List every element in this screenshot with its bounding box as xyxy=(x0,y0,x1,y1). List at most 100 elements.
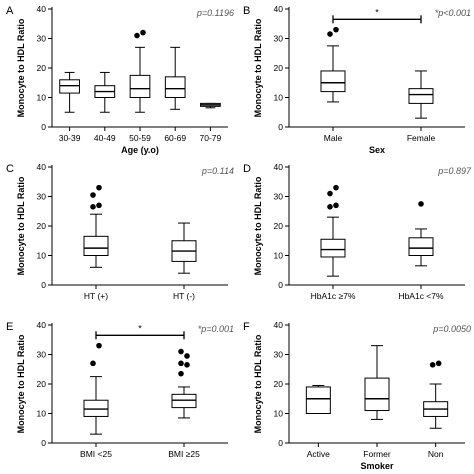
panel-letter: F xyxy=(243,321,250,333)
iqr-box xyxy=(305,386,331,414)
iqr-box xyxy=(408,88,434,104)
iqr-box xyxy=(171,393,197,409)
panel-b: B *p<0.001 0 10 20 30 40 Monocyte to HDL Ratio M… xyxy=(237,0,474,158)
y-tick-label: 0 xyxy=(41,280,46,290)
category-label: Active xyxy=(307,449,330,459)
p-value-label: p=0.1196 xyxy=(196,8,234,18)
y-tick-label: 20 xyxy=(37,221,47,231)
outlier-point xyxy=(418,201,424,207)
outlier-point xyxy=(178,370,184,377)
significance-star: * xyxy=(375,7,379,17)
iqr-box xyxy=(364,377,390,412)
panel-letter: C xyxy=(6,163,14,175)
iqr-box xyxy=(129,74,151,98)
outlier-point xyxy=(90,192,96,198)
panel-e-plot: E *p=0.001 0 10 20 30 40 Monocyte to HDL Ratio B… xyxy=(6,320,234,459)
outlier-point xyxy=(429,362,436,368)
y-tick-label: 40 xyxy=(274,162,284,172)
y-tick-label: 0 xyxy=(278,280,283,290)
category-label: 50-59 xyxy=(129,133,151,143)
y-tick-label: 30 xyxy=(274,192,284,202)
y-tick-label: 20 xyxy=(37,379,47,389)
outlier-point xyxy=(333,26,339,33)
category-label: HT (+) xyxy=(84,291,108,301)
y-tick-label: 20 xyxy=(37,63,47,73)
y-axis-title: Monocyte to HDL Ratio xyxy=(253,176,263,275)
iqr-box xyxy=(408,237,434,257)
category-label: 60-69 xyxy=(164,133,186,143)
y-tick-label: 30 xyxy=(37,350,47,360)
outlier-point xyxy=(96,202,102,209)
outlier-point xyxy=(435,360,442,367)
y-tick-label: 30 xyxy=(274,34,284,44)
y-tick-label: 30 xyxy=(37,34,47,44)
p-value-label: *p<0.001 xyxy=(435,8,471,18)
y-tick-label: 0 xyxy=(41,122,46,132)
outlier-point xyxy=(184,353,190,359)
p-value-label: p=0.0050 xyxy=(432,324,471,334)
iqr-box xyxy=(59,79,80,94)
panel-letter: B xyxy=(243,5,250,17)
y-tick-label: 10 xyxy=(37,409,47,419)
outlier-point xyxy=(333,202,339,209)
y-tick-label: 10 xyxy=(274,409,284,419)
significance-star: * xyxy=(138,323,142,333)
iqr-box xyxy=(83,235,109,256)
panel-e: E *p=0.001 0 10 20 30 40 Monocyte to HDL Ratio B… xyxy=(0,316,237,474)
x-axis-title: Smoker xyxy=(360,461,394,471)
y-tick-label: 0 xyxy=(41,438,46,448)
y-tick-label: 40 xyxy=(274,320,284,330)
panel-b-plot: B *p<0.001 0 10 20 30 40 Monocyte to HDL Ratio M… xyxy=(243,4,471,155)
category-label: BMI <25 xyxy=(80,449,112,459)
y-tick-label: 10 xyxy=(274,93,284,103)
outlier-point xyxy=(90,360,96,367)
outlier-point xyxy=(96,342,102,349)
category-label: 30-39 xyxy=(59,133,81,143)
y-tick-label: 10 xyxy=(37,251,47,261)
y-tick-label: 10 xyxy=(274,251,284,261)
outlier-point xyxy=(178,360,184,367)
outlier-point xyxy=(96,184,102,191)
outlier-point xyxy=(333,184,339,191)
panel-letter: E xyxy=(6,321,13,333)
category-label: Non xyxy=(428,449,444,459)
outlier-point xyxy=(140,29,146,36)
y-tick-label: 0 xyxy=(278,122,283,132)
outlier-point xyxy=(327,204,333,210)
iqr-box xyxy=(320,238,346,258)
y-tick-label: 10 xyxy=(37,93,47,103)
category-label: BMI ≥25 xyxy=(168,449,200,459)
category-label: HT (-) xyxy=(173,291,195,301)
outlier-point xyxy=(327,190,333,197)
category-label: 40-49 xyxy=(94,133,116,143)
panel-letter: A xyxy=(6,5,14,17)
y-tick-label: 40 xyxy=(37,162,47,172)
p-value-label: p=0.897 xyxy=(437,166,472,176)
panel-letter: D xyxy=(243,163,251,175)
y-tick-label: 30 xyxy=(37,192,47,202)
y-tick-label: 20 xyxy=(274,379,284,389)
category-label: Male xyxy=(324,133,343,143)
outlier-point xyxy=(184,362,190,368)
iqr-box xyxy=(83,399,109,417)
category-label: 70-79 xyxy=(200,133,222,143)
p-value-label: p=0.114 xyxy=(201,166,234,176)
y-tick-label: 20 xyxy=(274,63,284,73)
category-label: Former xyxy=(363,449,391,459)
y-tick-label: 40 xyxy=(274,4,284,14)
y-axis-title: Monocyte to HDL Ratio xyxy=(253,18,263,117)
x-axis-title: Sex xyxy=(369,145,385,155)
y-axis-title: Monocyte to HDL Ratio xyxy=(253,334,263,433)
outlier-point xyxy=(90,204,96,210)
iqr-box xyxy=(164,76,186,98)
y-tick-label: 40 xyxy=(37,4,47,14)
x-axis-title: Age (y.o) xyxy=(121,145,159,155)
p-value-label: *p=0.001 xyxy=(198,324,234,334)
